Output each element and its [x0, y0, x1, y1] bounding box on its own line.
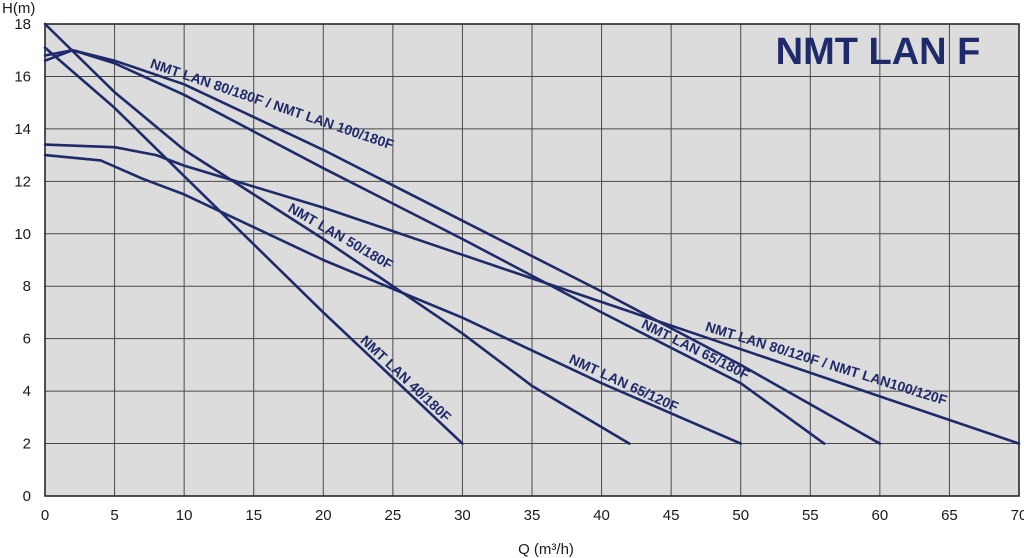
x-tick-label: 70 [1011, 507, 1024, 524]
y-axis-label: H(m) [2, 0, 35, 17]
x-tick-label: 20 [315, 507, 332, 524]
y-tick-label: 2 [23, 436, 31, 453]
x-tick-label: 40 [593, 507, 610, 524]
series-line-1 [43, 22, 631, 445]
x-tick-label: 50 [732, 507, 749, 524]
chart-title: NMT LAN F [776, 31, 981, 73]
y-tick-label: 14 [14, 121, 31, 138]
y-tick-label: 0 [23, 488, 31, 505]
y-tick-label: 10 [14, 226, 31, 243]
x-tick-label: 65 [941, 507, 958, 524]
x-tick-label: 5 [110, 507, 118, 524]
x-axis-label: Q (m³/h) [518, 541, 574, 558]
series-line-0 [43, 46, 464, 445]
x-tick-label: 55 [802, 507, 819, 524]
y-axis-ticks: 0 2 4 6 8 10 12 14 16 18 [14, 16, 31, 505]
series-line-4 [43, 48, 882, 445]
x-tick-label: 30 [454, 507, 471, 524]
x-tick-label: 35 [524, 507, 541, 524]
x-tick-label: 15 [245, 507, 262, 524]
plot-border [44, 23, 1020, 497]
y-tick-label: 12 [14, 173, 31, 190]
y-tick-label: 8 [23, 278, 31, 295]
x-axis-ticks: 0 5 10 15 20 25 30 35 40 45 50 55 60 65 70 [41, 507, 1024, 524]
y-tick-label: 6 [23, 331, 31, 348]
series-line-5 [43, 143, 1021, 445]
series-line-2 [43, 153, 742, 445]
x-tick-label: 60 [872, 507, 889, 524]
grid-lines [44, 23, 1020, 497]
y-tick-label: 18 [14, 16, 31, 33]
pump-curves [43, 22, 1021, 445]
y-tick-label: 16 [14, 68, 31, 85]
x-tick-label: 45 [663, 507, 680, 524]
x-tick-label: 10 [176, 507, 193, 524]
y-tick-label: 4 [23, 383, 31, 400]
x-tick-label: 0 [41, 507, 49, 524]
x-tick-label: 25 [385, 507, 402, 524]
